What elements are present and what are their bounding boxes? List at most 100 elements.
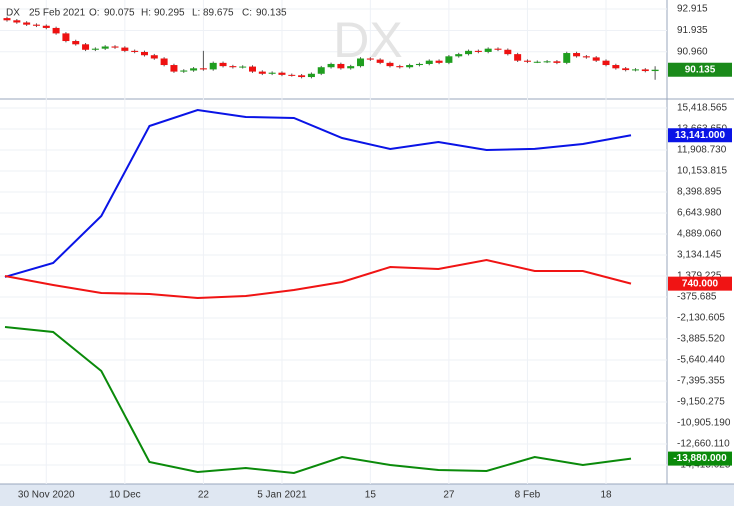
ohlc-label: C:	[242, 8, 252, 19]
candle-body	[13, 20, 21, 23]
candle-body	[563, 53, 571, 63]
ohlc-value: 89.675	[203, 8, 234, 19]
candle-body	[386, 62, 394, 67]
candle-body	[602, 60, 610, 66]
candle-body	[42, 25, 50, 28]
candle-body	[317, 67, 325, 74]
candle-body	[651, 69, 659, 72]
x-axis-strip	[0, 484, 734, 506]
candle-body	[170, 65, 178, 72]
candle-body	[268, 72, 276, 74]
candle-body	[209, 62, 217, 70]
y-tick-label: 6,643.980	[677, 208, 722, 219]
candle-body	[435, 60, 443, 63]
candle-body	[553, 61, 561, 63]
last-value-label: 13,141.000	[675, 130, 725, 141]
candle-body	[376, 59, 384, 63]
candle-body	[445, 56, 453, 63]
last-value-badge	[668, 276, 732, 291]
candle-body	[150, 55, 158, 59]
candle-body	[298, 75, 306, 78]
candle-body	[91, 48, 99, 50]
last-value-label: -13,880.000	[673, 453, 727, 464]
y-tick-label: -7,395.355	[677, 376, 725, 387]
candle-body	[229, 66, 237, 68]
y-tick-label: -10,905.190	[677, 418, 731, 429]
ohlc-value: 90.075	[104, 8, 135, 19]
x-tick-label: 5 Jan 2021	[257, 490, 307, 501]
candle-body	[396, 66, 404, 68]
candle-body	[32, 24, 40, 26]
candle-body	[474, 50, 482, 52]
candle-body	[160, 58, 168, 66]
x-tick-label: 8 Feb	[515, 490, 541, 501]
plot	[0, 0, 667, 484]
date: 25 Feb 2021	[29, 8, 86, 19]
y-tick-label: -2,130.605	[677, 313, 725, 324]
candle-body	[327, 63, 335, 68]
candle-body	[631, 69, 639, 71]
candle-body	[52, 27, 60, 34]
y-tick-label: 15,418.565	[677, 103, 727, 114]
y-tick-label: 8,398.895	[677, 187, 722, 198]
candle-body	[641, 69, 649, 72]
y-tick-label: -375.685	[677, 292, 717, 303]
series-line	[4, 258, 632, 300]
y-tick-label: -3,885.520	[677, 334, 725, 345]
last-value-badge	[668, 451, 732, 466]
candle-body	[62, 33, 70, 42]
candle-body	[3, 18, 11, 21]
candle-body	[180, 70, 188, 72]
candle-body	[592, 57, 600, 61]
candle-body	[415, 63, 423, 66]
x-tick-label: 22	[198, 490, 210, 501]
candle-body	[111, 46, 119, 48]
y-tick-label: 4,889.060	[677, 229, 722, 240]
ohlc-label: H:	[141, 8, 151, 19]
candle-body	[101, 46, 109, 49]
candle-body	[622, 68, 630, 71]
candle-body	[582, 56, 590, 58]
x-tick-label: 10 Dec	[109, 490, 141, 501]
last-value-label: 740.000	[682, 278, 719, 289]
x-tick-label: 18	[600, 490, 612, 501]
y-tick-label: -5,640.440	[677, 355, 725, 366]
candle-body	[288, 74, 296, 76]
candle-body	[190, 68, 198, 71]
x-tick-label: 30 Nov 2020	[18, 490, 75, 501]
candle-body	[140, 51, 148, 56]
ohlc-value: 90.135	[256, 8, 287, 19]
candle-body	[484, 48, 492, 52]
candle-body	[533, 61, 541, 63]
candle-body	[523, 60, 531, 62]
candle-body	[337, 63, 345, 69]
last-value-badge	[668, 62, 732, 77]
candle-body	[573, 53, 581, 57]
ohlc-value: 90.295	[154, 8, 185, 19]
candle-body	[455, 54, 463, 57]
ohlc-label: L:	[192, 8, 200, 19]
last-value-label: 90.135	[685, 64, 716, 75]
candle-body	[258, 71, 266, 74]
candle-body	[543, 61, 551, 63]
y-tick-label: 91.935	[677, 25, 708, 36]
candle-body	[366, 58, 374, 60]
series-line	[4, 108, 632, 278]
y-tick-label: 1,379.225	[677, 271, 722, 282]
y-tick-label: 92.915	[677, 4, 708, 15]
candle-body	[219, 62, 227, 67]
series-line	[4, 326, 632, 475]
y-tick-label: 3,134.145	[677, 250, 722, 261]
y-tick-label: -12,660.110	[677, 439, 730, 450]
watermark: DX	[333, 12, 402, 68]
candle-body	[494, 48, 502, 50]
candle-body	[72, 41, 80, 45]
candle-body	[406, 65, 414, 68]
candle-body	[199, 68, 207, 70]
ohlc-label: O:	[89, 8, 100, 19]
candle-body	[612, 65, 620, 69]
candle-body	[504, 49, 512, 55]
candle-body	[347, 66, 355, 69]
